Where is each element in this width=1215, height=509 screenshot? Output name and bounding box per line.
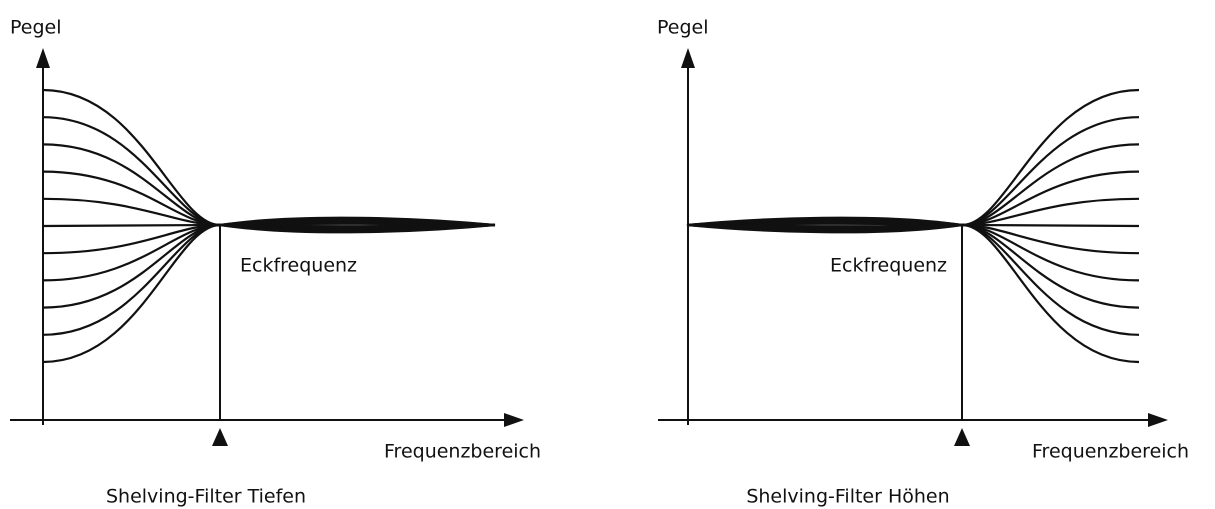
shelf-curve [42, 223, 221, 228]
y-label: Pegel [10, 17, 62, 39]
curves [42, 88, 496, 364]
shelf-curve [961, 223, 1140, 228]
flat-curve [686, 223, 963, 234]
shelf-curve [42, 197, 221, 227]
marker [954, 428, 970, 446]
curves [686, 88, 1140, 364]
caption: Shelving-Filter Tiefen [106, 486, 306, 508]
shelf-curve [961, 197, 1140, 227]
arrow [1148, 413, 1168, 427]
arrow [36, 48, 50, 68]
corner-label: Eckfrequenz [240, 255, 357, 277]
shelf-curve [961, 223, 1140, 364]
corner-label: Eckfrequenz [830, 255, 947, 277]
arrow [504, 413, 524, 427]
panel-low: Pegel Eckfrequenz Frequenzbereich Shelvi… [10, 17, 541, 508]
arrow [681, 48, 695, 68]
marker [212, 428, 228, 446]
flat-curve [219, 223, 496, 234]
shelf-curve [42, 143, 221, 227]
shelf-curve [42, 223, 221, 364]
flat-curve [219, 216, 496, 227]
caption: Shelving-Filter Höhen [746, 486, 949, 508]
shelf-curve [42, 88, 221, 227]
y-label: Pegel [657, 17, 709, 39]
shelf-curve [961, 170, 1140, 227]
shelf-curve [42, 170, 221, 227]
shelf-curve [961, 88, 1140, 227]
x-label: Frequenzbereich [384, 441, 541, 463]
x-label: Frequenzbereich [1032, 441, 1189, 463]
panel-high: Pegel Eckfrequenz Frequenzbereich Shelvi… [657, 17, 1189, 508]
flat-curve [686, 216, 963, 227]
shelf-curve [961, 143, 1140, 227]
